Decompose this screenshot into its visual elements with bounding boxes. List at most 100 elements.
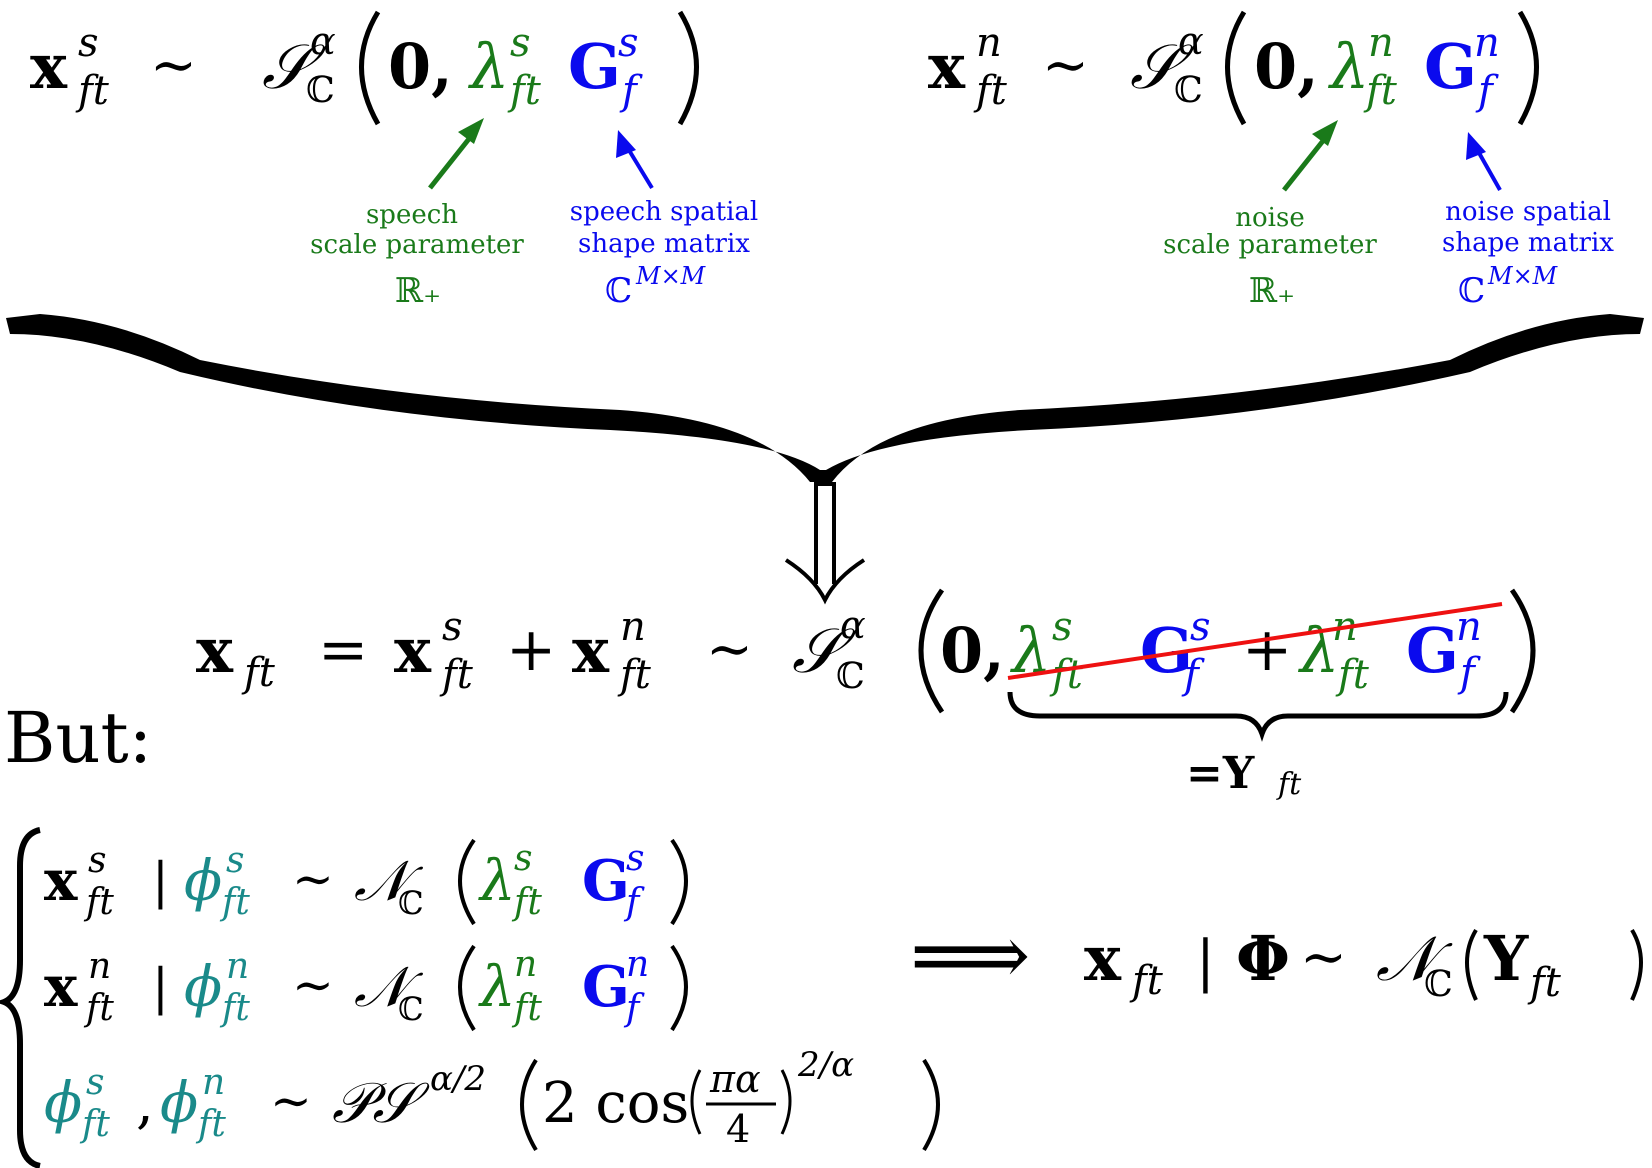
left-paren <box>1225 10 1247 126</box>
G-speech-sub: f <box>1181 652 1205 698</box>
phi-noise-sup: n <box>202 1062 225 1103</box>
G-speech-sub: f <box>623 882 645 923</box>
x-speech: x <box>394 614 432 687</box>
given-bar: | <box>152 958 169 1016</box>
x-speech-sub: ft <box>75 68 110 114</box>
phi-speech-sub: ft <box>219 882 250 923</box>
label-line-2: scale parameter <box>1163 230 1377 260</box>
phi-noise-sub: ft <box>219 988 250 1029</box>
speech-scale-annotation: speech scale parameter ℝ₊ <box>310 118 524 311</box>
x-noise-sub: ft <box>83 988 114 1029</box>
ps-sup: α/2 <box>430 1059 486 1099</box>
lambda-noise-sub: ft <box>1335 652 1370 698</box>
case-row-speech: x s ft | ϕ s ft ∼ 𝒩 ℂ λ s ft G s f <box>44 838 688 926</box>
complex-space: ℂ <box>605 271 632 311</box>
phi-noise: ϕ <box>160 1071 198 1136</box>
speech-model-equation: x s ft ∼ 𝒮 α ℂ 0, λ s ft G s f <box>30 10 699 126</box>
noise-spatial-annotation: noise spatial shape matrix ℂ M×M <box>1442 132 1614 311</box>
phi-noise-sup: n <box>226 946 249 987</box>
real-positive: ℝ₊ <box>1249 271 1295 311</box>
left-paren <box>520 1058 538 1152</box>
G-noise-sup: n <box>1474 20 1500 66</box>
phi-speech-sup: s <box>86 1062 104 1103</box>
lambda-noise: λ <box>1297 614 1339 687</box>
G-speech-sup: s <box>1190 604 1211 650</box>
label-line-1: noise <box>1235 203 1304 233</box>
given-bar: | <box>1196 929 1215 994</box>
zero-vector: 0, <box>388 30 453 103</box>
label-line-2: shape matrix <box>1442 228 1614 258</box>
x-speech-sub: ft <box>83 882 114 923</box>
lambda-noise: λ <box>1327 30 1369 103</box>
sim-symbol: ∼ <box>706 617 753 682</box>
G-noise-sub: f <box>623 988 645 1029</box>
G-speech-sup: s <box>626 838 644 879</box>
right-paren <box>1509 588 1536 714</box>
left-paren <box>359 10 381 126</box>
label-line-2: scale parameter <box>310 230 524 260</box>
right-paren <box>1517 10 1539 126</box>
plus-symbol: + <box>506 615 556 685</box>
x-speech-sup: s <box>88 840 106 881</box>
x-speech-sup: s <box>78 20 99 66</box>
left-paren <box>458 944 476 1032</box>
implies-arrow-icon: ⟹ <box>910 906 1030 1004</box>
x-speech: x <box>44 848 78 914</box>
strike-through-line <box>1007 602 1503 680</box>
x-speech-sub: ft <box>439 652 474 698</box>
speech-spatial-annotation: speech spatial shape matrix ℂ M×M <box>570 130 758 311</box>
sim-symbol: ∼ <box>1300 925 1347 990</box>
alpha-sup: α <box>840 603 866 647</box>
mixture-equation: x ft = x s ft + x n ft ∼ 𝒮 α ℂ 0, λ s ft… <box>196 588 1536 802</box>
Y-symbol: Y <box>1483 922 1529 995</box>
lambda-speech-sup: s <box>514 838 532 879</box>
result-equation: x ft | Φ ∼ 𝒩 ℂ Y ft <box>1084 922 1643 1006</box>
G-noise-sub: f <box>1457 650 1481 696</box>
lambda-speech: λ <box>467 30 509 103</box>
cases-brace <box>0 827 41 1168</box>
comma: , <box>136 1071 154 1136</box>
right-paren <box>670 944 688 1032</box>
complex-space: ℂ <box>1458 271 1485 311</box>
arrow-head-icon <box>1312 120 1338 146</box>
zero-vector: 0, <box>1254 30 1319 103</box>
normal-sub: ℂ <box>398 884 423 922</box>
sim-symbol: ∼ <box>270 1072 312 1130</box>
normal-sub: ℂ <box>398 990 423 1028</box>
normal-sub: ℂ <box>1424 964 1453 1005</box>
x-mix: x <box>196 614 234 687</box>
zero-vector: 0, <box>940 614 1005 687</box>
phi-speech-sub: ft <box>79 1104 110 1145</box>
x-noise-sub: ft <box>973 68 1008 114</box>
real-positive: ℝ₊ <box>395 271 441 311</box>
x-noise-sup: n <box>620 604 646 650</box>
phi-noise-sub: ft <box>195 1104 226 1145</box>
left-paren <box>458 838 476 926</box>
phi-speech: ϕ <box>44 1071 82 1136</box>
inner-left-paren <box>690 1069 702 1135</box>
x-noise-sub: ft <box>617 652 652 698</box>
phi-speech: ϕ <box>184 849 222 914</box>
x-speech-sup: s <box>442 604 463 650</box>
lambda-speech: λ <box>478 849 516 914</box>
x-noise-sup: n <box>976 20 1002 66</box>
label-line-1: noise spatial <box>1445 197 1611 227</box>
phi-noise: ϕ <box>184 955 222 1020</box>
label-line-1: speech <box>366 200 458 230</box>
arrow-head-icon <box>458 118 484 144</box>
dim-sup: M×M <box>635 262 707 290</box>
case-row-impulse: ϕ s ft , ϕ n ft ∼ 𝒫𝒮 α/2 2 cos πα 4 2/α <box>44 1045 940 1152</box>
case-row-noise: x n ft | ϕ n ft ∼ 𝒩 ℂ λ n ft G n f <box>44 944 688 1032</box>
alpha-sup: α <box>1178 19 1204 63</box>
sim-symbol: ∼ <box>1042 33 1089 98</box>
x-noise-sup: n <box>88 946 111 987</box>
dim-sup: M×M <box>1487 262 1559 290</box>
G-noise-sup: n <box>626 944 649 985</box>
alpha-sup: α <box>310 19 336 63</box>
given-bar: | <box>152 852 169 910</box>
arrow-head-icon <box>616 130 636 158</box>
noise-model-equation: x n ft ∼ 𝒮 α ℂ 0, λ n ft G n f <box>928 10 1539 126</box>
right-paren <box>677 10 699 126</box>
lambda-speech-sup: s <box>1052 604 1073 650</box>
